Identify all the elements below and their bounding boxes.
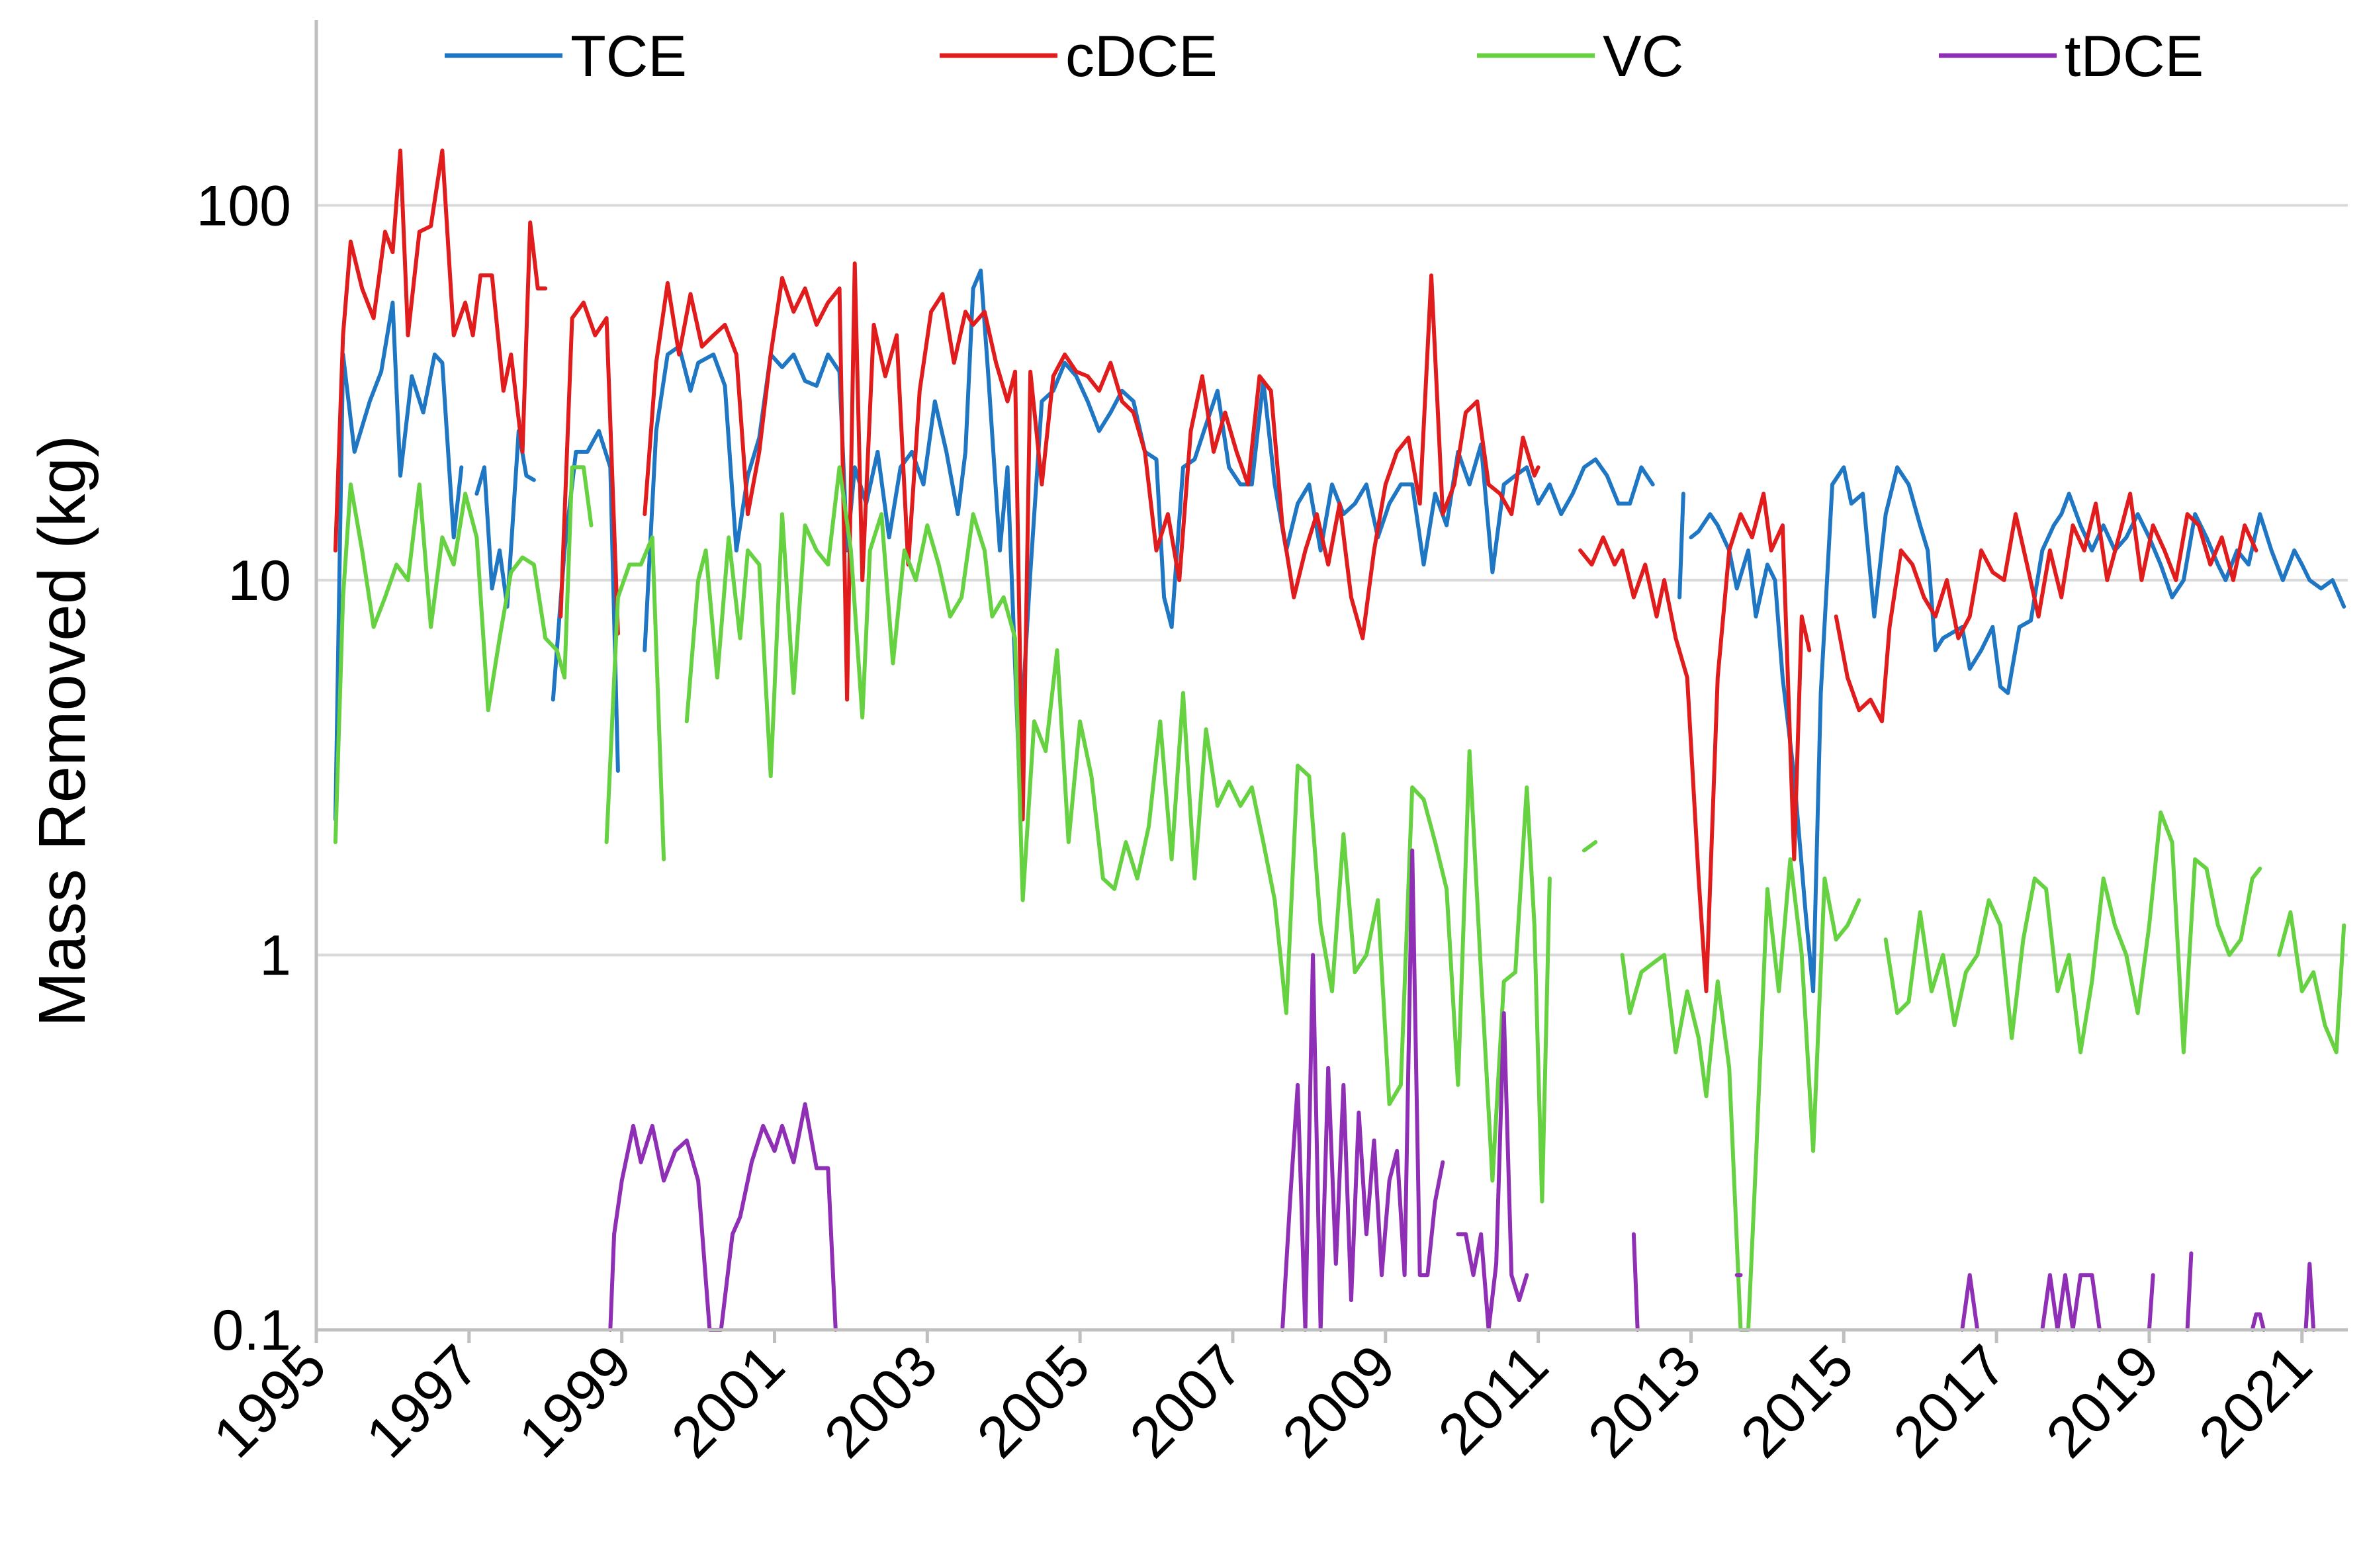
series-line-tDCE-2 — [1456, 1011, 1529, 1332]
series-line-tDCE-8 — [2185, 1251, 2194, 1332]
series-line-tDCE-7 — [2147, 1273, 2155, 1332]
legend-label-TCE: TCE — [570, 23, 687, 89]
series-line-VC-3 — [1582, 840, 1598, 853]
y-tick-label: 10 — [228, 549, 291, 613]
x-tick-label: 2001 — [658, 1332, 796, 1469]
series-line-tDCE-9 — [2250, 1312, 2266, 1332]
series-line-tDCE-5 — [1960, 1273, 1980, 1332]
legend: TCE cDCE VC tDCE — [445, 23, 2204, 89]
series-lines — [333, 148, 2346, 1332]
series-line-VC-6 — [2277, 910, 2346, 1055]
series-line-TCE-4 — [1677, 492, 1685, 599]
series-line-TCE-3 — [643, 268, 1655, 768]
legend-label-VC: VC — [1603, 23, 1683, 89]
legend-label-tDCE: tDCE — [2065, 23, 2204, 89]
series-line-tDCE-0 — [608, 1102, 838, 1332]
series-line-cDCE-2 — [643, 261, 1540, 822]
x-tick-label: 2011 — [1425, 1332, 1560, 1467]
series-line-TCE-0 — [333, 300, 464, 822]
x-tick-label: 2009 — [1270, 1332, 1407, 1469]
series-line-tDCE-3 — [1631, 1232, 1640, 1332]
series-line-cDCE-1 — [558, 300, 620, 636]
x-tick-label: 2015 — [1728, 1332, 1865, 1469]
y-axis-title: Mass Removed (kg) — [25, 435, 99, 1027]
x-tick-label: 2013 — [1575, 1332, 1713, 1469]
x-tick-label: 2007 — [1117, 1332, 1255, 1469]
x-tick-label: 2021 — [2186, 1332, 2324, 1469]
x-tick-label: 1999 — [506, 1332, 644, 1469]
y-tick-label: 0.1 — [212, 1299, 291, 1362]
x-tick-label: 2005 — [964, 1332, 1102, 1469]
series-line-tDCE-10 — [2303, 1262, 2316, 1332]
y-axis-ticks: 0.1 1 10 100 — [197, 174, 292, 1362]
series-line-cDCE-4 — [1834, 492, 2258, 724]
series-line-cDCE-3 — [1578, 492, 1812, 994]
x-tick-label: 2019 — [2033, 1332, 2171, 1469]
series-line-VC-2 — [684, 465, 1552, 1203]
y-tick-label: 1 — [259, 924, 291, 987]
series-line-VC-1 — [604, 535, 666, 861]
x-tick-label: 2017 — [1881, 1332, 2018, 1469]
y-tick-label: 100 — [197, 174, 292, 238]
series-line-TCE-1 — [474, 429, 536, 609]
series-line-cDCE-0 — [333, 148, 548, 552]
x-tick-label: 2003 — [811, 1332, 949, 1469]
series-line-VC-4 — [1620, 857, 1861, 1332]
series-line-tDCE-1 — [1280, 848, 1445, 1332]
x-tick-label: 1997 — [353, 1332, 491, 1469]
x-axis-ticks: 1995 1997 1999 2001 2003 2005 2007 2009 2011 2013… — [201, 1330, 2324, 1470]
series-line-VC-0 — [333, 465, 594, 844]
legend-label-cDCE: cDCE — [1065, 23, 1218, 89]
series-line-tDCE-6 — [2040, 1273, 2102, 1332]
series-line-VC-5 — [1883, 810, 2262, 1055]
axes — [314, 20, 2348, 1332]
